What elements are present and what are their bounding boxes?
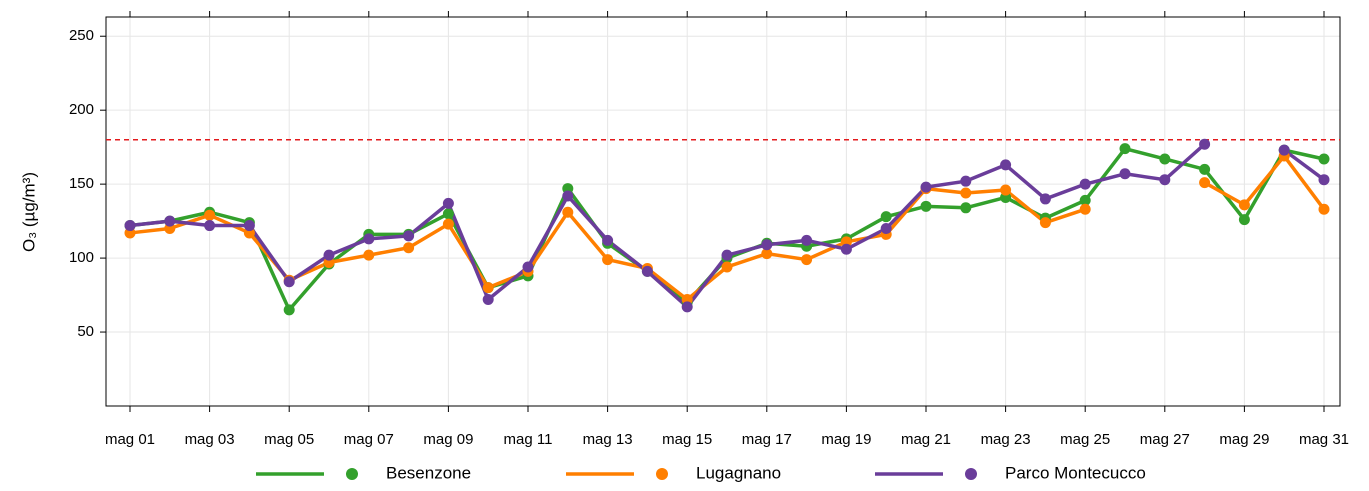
y-tick-label: 100 xyxy=(69,249,94,266)
data-point xyxy=(164,215,176,227)
legend-dot xyxy=(656,468,668,480)
data-point xyxy=(442,197,454,209)
data-point xyxy=(124,220,136,232)
data-point xyxy=(1278,144,1290,156)
x-tick-label: mag 11 xyxy=(504,431,553,448)
data-point xyxy=(1199,163,1211,175)
data-point xyxy=(1199,177,1211,189)
x-tick-label: mag 05 xyxy=(264,431,314,448)
data-point xyxy=(1000,184,1012,196)
data-point xyxy=(562,190,574,202)
data-point xyxy=(522,261,534,273)
data-point xyxy=(960,202,972,214)
legend-label: Parco Montecucco xyxy=(1005,463,1146,482)
data-point xyxy=(681,301,693,313)
legend-label: Besenzone xyxy=(386,463,471,482)
series-line xyxy=(129,146,1325,312)
data-point xyxy=(442,218,454,230)
y-tick-label: 50 xyxy=(77,323,94,340)
x-tick-label: mag 21 xyxy=(901,431,951,448)
x-tick-label: mag 13 xyxy=(583,431,633,448)
data-point xyxy=(1119,168,1131,180)
data-point xyxy=(482,294,494,306)
x-tick-label: mag 25 xyxy=(1060,431,1110,448)
data-point xyxy=(880,211,892,223)
data-point xyxy=(1079,203,1091,215)
data-point xyxy=(403,242,415,254)
data-point xyxy=(363,249,375,261)
data-point xyxy=(801,254,813,266)
data-point xyxy=(363,233,375,245)
data-point xyxy=(602,234,614,246)
x-tick-label: mag 01 xyxy=(105,431,155,448)
data-point xyxy=(323,249,335,261)
data-point xyxy=(721,249,733,261)
data-point xyxy=(641,265,653,277)
data-point xyxy=(1238,199,1250,211)
data-point xyxy=(1199,138,1211,150)
x-tick-label: mag 07 xyxy=(344,431,394,448)
data-point xyxy=(204,209,216,221)
data-point xyxy=(442,208,454,220)
data-point xyxy=(283,276,295,288)
data-point xyxy=(1318,153,1330,165)
data-point xyxy=(602,254,614,266)
x-tick-label: mag 19 xyxy=(821,431,871,448)
data-point xyxy=(1039,193,1051,205)
y-tick-label: 250 xyxy=(69,27,94,44)
data-point xyxy=(482,282,494,294)
legend-label: Lugagnano xyxy=(696,463,781,482)
data-point xyxy=(562,206,574,218)
data-point xyxy=(761,248,773,260)
x-tick-label: mag 09 xyxy=(423,431,473,448)
series-line xyxy=(129,142,1326,309)
data-point xyxy=(1079,178,1091,190)
y-tick-label: 150 xyxy=(69,175,94,192)
data-point xyxy=(1318,174,1330,186)
data-point xyxy=(1318,203,1330,215)
data-point xyxy=(1159,153,1171,165)
data-point xyxy=(840,243,852,255)
data-point xyxy=(801,234,813,246)
data-point xyxy=(243,220,255,232)
data-point xyxy=(920,200,932,212)
data-point xyxy=(1000,159,1012,171)
x-tick-label: mag 31 xyxy=(1299,431,1349,448)
plot-frame xyxy=(105,16,1341,407)
x-tick-label: mag 27 xyxy=(1140,431,1190,448)
data-point xyxy=(283,304,295,316)
data-point xyxy=(1039,217,1051,229)
data-point xyxy=(960,175,972,187)
data-point xyxy=(721,261,733,273)
data-point xyxy=(1119,143,1131,155)
data-point xyxy=(761,239,773,251)
data-point xyxy=(920,181,932,193)
data-point xyxy=(1079,194,1091,206)
data-point xyxy=(403,230,415,242)
y-axis-title: O₃ (µg/m³) xyxy=(19,172,38,252)
x-tick-label: mag 17 xyxy=(742,431,792,448)
x-tick-label: mag 23 xyxy=(981,431,1031,448)
legend-dot xyxy=(346,468,358,480)
data-point xyxy=(1159,174,1171,186)
x-tick-label: mag 29 xyxy=(1219,431,1269,448)
data-point xyxy=(204,220,216,232)
data-point xyxy=(1238,214,1250,226)
data-point xyxy=(960,187,972,199)
data-point xyxy=(880,223,892,235)
legend-dot xyxy=(965,468,977,480)
x-tick-label: mag 15 xyxy=(662,431,712,448)
x-tick-label: mag 03 xyxy=(185,431,235,448)
y-tick-label: 200 xyxy=(69,101,94,118)
